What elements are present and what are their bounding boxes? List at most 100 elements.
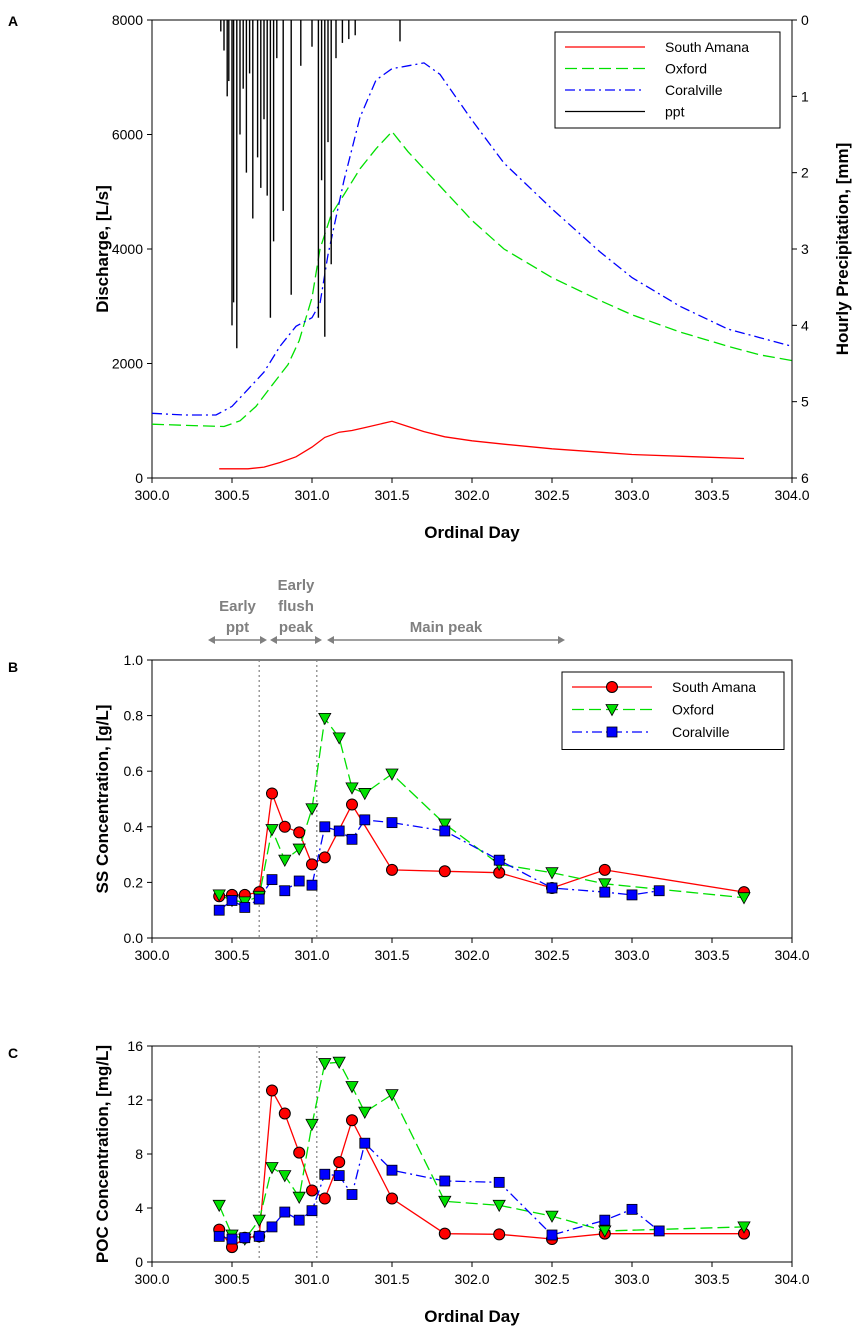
panel-a-plot-area: [152, 20, 792, 470]
panel-b-series-south-amana-point: [293, 826, 306, 839]
panel-b-xtick-label: 303.0: [614, 947, 649, 963]
panel-c-frame: [151, 1045, 793, 1263]
panel-c-series-oxford-point: [252, 1214, 266, 1227]
panel-c-series-oxford-point: [385, 1089, 399, 1102]
panel-c-series-south-amana-point: [333, 1156, 346, 1169]
panel-a-xtick-label: 301.0: [294, 487, 329, 503]
panel-b-xtick-label: 302.0: [454, 947, 489, 963]
panel-b-xtick-label: 302.5: [534, 947, 569, 963]
panel-a-legend-label-ppt: ppt: [665, 104, 685, 120]
panel-a-xtick-label: 304.0: [774, 487, 809, 503]
panel-a-ytick-label: 0: [135, 470, 143, 486]
panel-c-series-coralville-point: [226, 1233, 238, 1245]
panel-c-ytick-label: 16: [127, 1038, 143, 1054]
panel-b-series-coralville-point: [346, 833, 358, 845]
panel-c-series-coralville-point: [239, 1232, 251, 1244]
panel-c-series-oxford-point: [278, 1170, 292, 1183]
panel-b-series-coralville-point: [253, 893, 265, 905]
panel-c-ytick-label: 4: [135, 1200, 143, 1216]
panel-c-series-coralville-point: [346, 1189, 358, 1200]
panel-c-xtick-label: 303.5: [694, 1271, 729, 1287]
panel-c-series-oxford-point: [545, 1210, 559, 1223]
panel-a-xtick-label: 301.5: [374, 487, 409, 503]
panel-c-xtick-label: 302.0: [454, 1271, 489, 1287]
panel-a-legend-label-oxford: Oxford: [665, 61, 707, 77]
panel-c-series-south-amana-point: [266, 1084, 278, 1097]
panel-a-series-oxford-line: [152, 130, 792, 428]
phase-early-flush-peak-label: Early: [278, 577, 315, 594]
panel-b-series-coralville-point: [333, 825, 345, 837]
panel-c-series-coralville-point: [319, 1168, 331, 1180]
panel-b-series-oxford-point: [212, 889, 226, 902]
panel-b-series-coralville-point: [626, 889, 638, 901]
panel-c-xtick-label: 300.0: [134, 1271, 169, 1287]
panel-c-xtick-label: 301.5: [374, 1271, 409, 1287]
panel-c-series-south-amana-point: [386, 1192, 398, 1205]
panel-a-y2tick-label: 6: [801, 470, 809, 486]
panel-b-series-oxford-point: [292, 843, 306, 856]
phase-early-flush-peak-arrowhead-right: [315, 636, 322, 644]
panel-c-series-south-amana-point: [318, 1192, 331, 1205]
panel-b-series-coralville-point: [653, 885, 665, 897]
panel-c-series-oxford-point: [438, 1195, 452, 1209]
panel-c-series-coralville-point: [493, 1176, 505, 1188]
panel-a-y2tick-label: 4: [801, 317, 809, 333]
panel-c-series-oxford-point: [492, 1199, 506, 1213]
panel-b-series-coralville-point: [213, 904, 225, 916]
panel-b-legend-box: [561, 671, 785, 750]
panel-b-ytick-label: 0.0: [124, 930, 144, 946]
panel-c-xlabel: Ordinal Day: [424, 1307, 520, 1326]
panel-b-series-south-amana-point: [306, 858, 318, 871]
panel-c-series-oxford-point: [305, 1118, 319, 1132]
panel-b-legend-label-coralville: Coralville: [672, 724, 730, 740]
panel-b-xtick-label: 300.0: [134, 947, 169, 963]
panel-b-xtick-label: 301.5: [374, 947, 409, 963]
panel-c-series-south-amana-point: [438, 1227, 451, 1240]
panel-b-ylabel: SS Concentration, [g/L]: [93, 705, 112, 894]
panel-c-series-south-amana-point: [493, 1228, 506, 1241]
panel-c-series-coralville-point: [266, 1221, 278, 1233]
panel-b-series-coralville-point: [293, 875, 305, 887]
panel-a-y2tick-label: 2: [801, 165, 809, 181]
panel-b-series-oxford-point: [385, 768, 399, 781]
phase-main-peak-label: Main peak: [410, 619, 483, 636]
panel-b-legend-marker-coralville: [606, 726, 618, 738]
panel-b-legend-marker-south-amana: [606, 681, 618, 693]
panel-b-series-coralville-point: [359, 814, 371, 826]
panel-c-xtick-label: 301.0: [294, 1271, 329, 1287]
panel-b-ytick-label: 0.2: [124, 874, 144, 890]
panel-c-series-oxford-point: [358, 1106, 372, 1119]
panel-a-y2tick-label: 1: [801, 88, 809, 104]
panel-c-series-oxford-point: [332, 1056, 346, 1070]
panel-c-series-coralville-point: [359, 1137, 371, 1149]
panel-c-series-oxford-point: [598, 1225, 612, 1238]
panel-b-series-oxford-point: [305, 803, 319, 816]
panel-c-series-coralville-point: [386, 1164, 398, 1176]
panel-b-series-south-amana-point: [278, 820, 291, 833]
panel-b-series-coralville-point: [546, 882, 558, 894]
panel-b-ytick-label: 1.0: [124, 652, 144, 668]
panel-c-xtick-label: 304.0: [774, 1271, 809, 1287]
phase-early-ppt-label: Early: [219, 598, 256, 615]
panel-b-series-coralville-point: [279, 885, 291, 897]
panel-b-series-coralville-point: [599, 886, 611, 898]
panel-a-legend-label-south-amana: South Amana: [665, 39, 749, 55]
panel-c-series-coralville-point: [439, 1175, 451, 1187]
panel-b-legend-label-oxford: Oxford: [672, 702, 714, 718]
panel-b-series-south-amana-point: [318, 851, 331, 864]
panel-a-ytick-label: 6000: [112, 127, 143, 143]
panel-c-ytick-label: 8: [135, 1146, 143, 1162]
panel-b-series-south-amana-point: [346, 798, 358, 811]
panel-b-series-coralville-point: [439, 825, 451, 837]
panel-c-series-coralville-point: [626, 1203, 638, 1215]
panel-c-series-coralville-point: [253, 1230, 265, 1242]
phase-early-ppt-label: ppt: [226, 619, 249, 636]
panel-c-series-coralville-point: [333, 1170, 345, 1181]
panel-b-series-coralville-point: [493, 854, 505, 866]
panel-c-ytick-label: 12: [127, 1092, 143, 1108]
phase-main-peak-arrowhead-right: [558, 636, 565, 644]
panel-a-xtick-label: 302.0: [454, 487, 489, 503]
panel-b-series-oxford-point: [345, 782, 359, 795]
panel-a-xtick-label: 300.5: [214, 487, 249, 503]
